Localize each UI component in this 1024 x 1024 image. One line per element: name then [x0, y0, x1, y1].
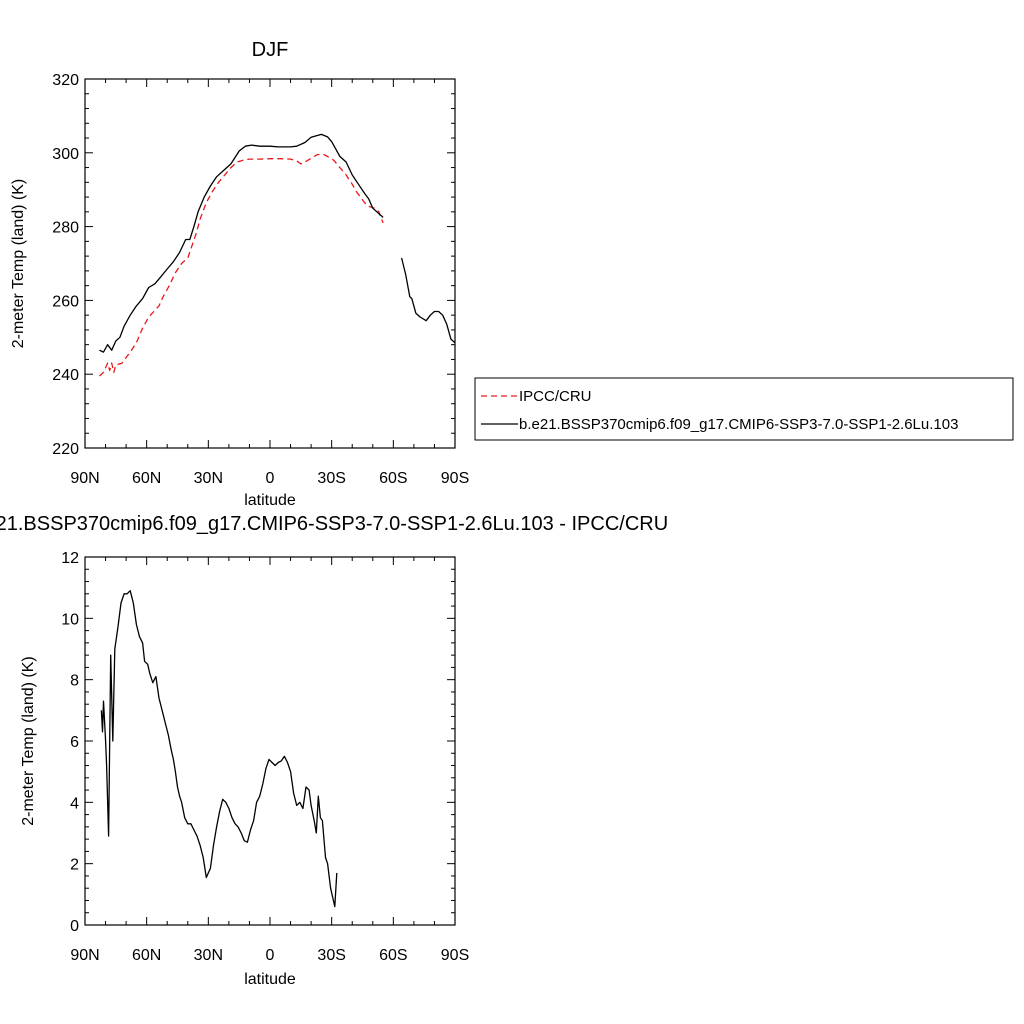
series-line-1-segment-0 [99, 133, 384, 353]
x-tick-label: 90S [441, 947, 469, 964]
y-tick-label: 300 [52, 146, 79, 163]
series-line-0-segment-0 [98, 153, 384, 377]
y-tick-label: 2 [70, 857, 79, 874]
y-tick-label: 12 [61, 550, 79, 567]
y-tick-label: 260 [52, 293, 79, 310]
x-tick-label: 0 [266, 947, 275, 964]
y-tick-label: 10 [61, 611, 79, 628]
x-tick-label: 60N [132, 947, 161, 964]
y-tick-label: 320 [52, 72, 79, 89]
x-tick-label: 60S [379, 470, 407, 487]
y-axis-label: 2-meter Temp (land) (K) [20, 656, 37, 826]
x-tick-label: 30N [194, 470, 223, 487]
y-axis-label: 2-meter Temp (land) (K) [10, 179, 27, 349]
legend-box [474, 377, 1014, 441]
x-tick-label: 90S [441, 470, 469, 487]
series-line-1-segment-1 [400, 257, 456, 344]
x-tick-label: 90N [70, 470, 99, 487]
series-line-0-segment-0 [100, 590, 338, 908]
y-tick-label: 8 [70, 673, 79, 690]
y-tick-label: 220 [52, 441, 79, 458]
x-tick-label: 0 [266, 470, 275, 487]
chart-title: b.e21.BSSP370cmip6.f09_g17.CMIP6-SSP3-7.… [0, 513, 668, 535]
y-tick-label: 240 [52, 367, 79, 384]
chart-title: DJF [252, 39, 289, 61]
x-tick-label: 30S [317, 947, 345, 964]
legend-entry: b.e21.BSSP370cmip6.f09_g17.CMIP6-SSP3-7.… [519, 416, 958, 433]
y-tick-label: 0 [70, 918, 79, 935]
x-tick-label: 30S [317, 470, 345, 487]
x-tick-label: 30N [194, 947, 223, 964]
legend-entry: IPCC/CRU [519, 388, 592, 405]
x-tick-label: 60N [132, 470, 161, 487]
x-axis-label: latitude [244, 492, 296, 509]
plot-frame [84, 78, 456, 449]
y-tick-label: 6 [70, 734, 79, 751]
x-tick-label: 60S [379, 947, 407, 964]
x-tick-label: 90N [70, 947, 99, 964]
plot-frame [84, 556, 456, 926]
x-axis-label: latitude [244, 971, 296, 988]
y-tick-label: 280 [52, 220, 79, 237]
y-tick-label: 4 [70, 795, 79, 812]
